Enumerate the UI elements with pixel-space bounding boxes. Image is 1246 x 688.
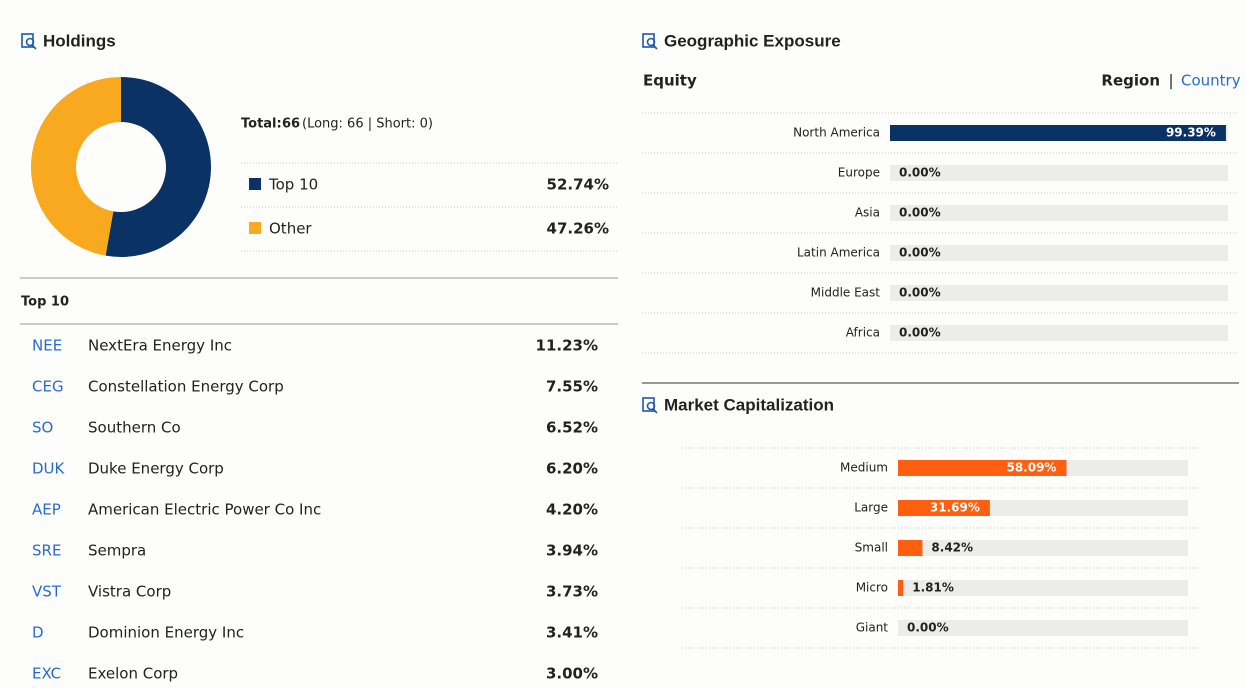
bar-label: Medium xyxy=(840,461,888,475)
holding-weight: 6.52% xyxy=(546,419,598,437)
section-title: Geographic Exposure xyxy=(664,31,841,50)
ticker[interactable]: SO xyxy=(32,419,53,437)
bar-value: 1.81% xyxy=(912,581,954,595)
bar-value: 31.69% xyxy=(930,501,980,515)
holding-name: Vistra Corp xyxy=(88,583,171,601)
legend-value: 52.74% xyxy=(547,176,609,194)
holding-name: Southern Co xyxy=(88,419,181,437)
bar xyxy=(898,580,904,596)
section-title: Holdings xyxy=(43,31,116,50)
holding-name: Constellation Energy Corp xyxy=(88,378,284,396)
holding-name: American Electric Power Co Inc xyxy=(88,501,321,519)
ticker[interactable]: AEP xyxy=(32,501,61,519)
ticker[interactable]: NEE xyxy=(32,337,62,355)
bar-track xyxy=(890,245,1228,261)
bar-label: Giant xyxy=(856,621,889,635)
holding-weight: 11.23% xyxy=(536,337,598,355)
bar-label: Small xyxy=(855,541,888,555)
total-label: Total: xyxy=(241,117,282,132)
bar-value: 0.00% xyxy=(899,246,941,260)
holding-name: Sempra xyxy=(88,542,146,560)
ticker[interactable]: VST xyxy=(32,583,62,601)
holding-weight: 3.73% xyxy=(546,583,598,601)
bar xyxy=(890,125,1226,141)
bar-label: North America xyxy=(793,126,880,140)
bar-track xyxy=(898,620,1188,636)
total: 66 xyxy=(282,117,300,132)
ticker[interactable]: D xyxy=(32,624,44,642)
holding-weight: 4.20% xyxy=(546,501,598,519)
legend-swatch xyxy=(249,178,261,190)
bar-value: 0.00% xyxy=(899,326,941,340)
bar-track xyxy=(890,165,1228,181)
donut-slice xyxy=(31,77,122,256)
long-short: (Long: 66 | Short: 0) xyxy=(302,117,433,132)
bar-track xyxy=(890,205,1228,221)
bar-value: 0.00% xyxy=(899,206,941,220)
holding-weight: 7.55% xyxy=(546,378,598,396)
bar xyxy=(898,540,923,556)
icon xyxy=(21,33,658,414)
ticker[interactable]: CEG xyxy=(32,378,64,396)
section-title: Market Capitalization xyxy=(664,395,834,414)
bar-value: 58.09% xyxy=(1006,461,1056,475)
bar-track xyxy=(890,285,1228,301)
toggle-separator: | xyxy=(1168,72,1173,90)
bar-label: Asia xyxy=(855,206,880,220)
bar-track xyxy=(898,580,1188,596)
holding-name: Dominion Energy Inc xyxy=(88,624,244,642)
ticker[interactable]: EXC xyxy=(32,665,61,683)
top10-title: Top 10 xyxy=(21,295,69,310)
bar-value: 99.39% xyxy=(1166,126,1216,140)
holding-name: Exelon Corp xyxy=(88,665,178,683)
bar-value: 0.00% xyxy=(907,621,949,635)
bar xyxy=(898,460,1067,476)
bar-value: 0.00% xyxy=(899,286,941,300)
holding-weight: 3.41% xyxy=(546,624,598,642)
holding-weight: 3.00% xyxy=(546,665,598,683)
donut-slice xyxy=(105,77,212,257)
ticker[interactable]: DUK xyxy=(32,460,66,478)
bar xyxy=(898,500,990,516)
legend-value: 47.26% xyxy=(547,220,609,238)
holding-name: NextEra Energy Inc xyxy=(88,337,232,355)
bar-label: Latin America xyxy=(797,246,880,260)
ticker[interactable]: SRE xyxy=(32,542,61,560)
legend-label: Other xyxy=(269,220,312,238)
bar-value: 8.42% xyxy=(931,541,973,555)
bar-label: Middle East xyxy=(811,286,881,300)
bar-label: Large xyxy=(854,501,888,515)
legend-label: Top 10 xyxy=(268,176,318,194)
holding-weight: 6.20% xyxy=(546,460,598,478)
legend-swatch xyxy=(249,222,261,234)
holding-name: Duke Energy Corp xyxy=(88,460,224,478)
bar-value: 0.00% xyxy=(899,166,941,180)
bar-label: Micro xyxy=(856,581,888,595)
holding-weight: 3.94% xyxy=(546,542,598,560)
toggle-region[interactable]: Region xyxy=(1101,72,1160,90)
tab: Equity xyxy=(643,72,697,90)
bar-label: Europe xyxy=(838,166,880,180)
toggle-country[interactable]: Country xyxy=(1181,72,1241,90)
bar-label: Africa xyxy=(846,326,880,340)
bar-track xyxy=(898,540,1188,556)
bar-track xyxy=(890,325,1228,341)
